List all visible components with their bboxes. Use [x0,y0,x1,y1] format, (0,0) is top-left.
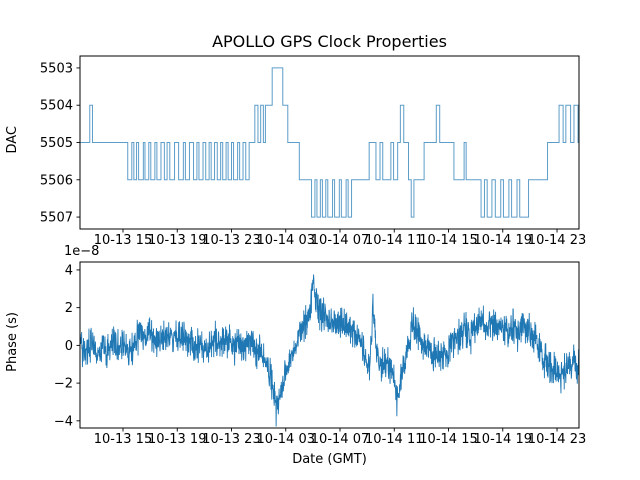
y-tick-label: −5507 [40,211,73,226]
axes-spines [79,261,580,429]
x-tick-label: 10-14 15 [419,432,477,447]
axes-spines [79,55,580,230]
y-tick-label: −5505 [40,136,73,151]
y-tick-label: 2 [65,301,73,316]
phase-offset-label: 1e−8 [64,244,100,259]
y-tick-label: 0 [65,339,73,354]
x-tick-label: 10-14 07 [311,432,369,447]
x-tick-label: 10-13 19 [148,432,206,447]
y-tick-label: −2 [54,377,73,392]
x-tick-label: 10-13 23 [202,233,260,248]
y-tick-label: −5503 [40,61,73,76]
x-tick-label: 10-14 11 [365,233,423,248]
x-tick-label: 10-14 19 [474,233,532,248]
x-tick-label: 10-14 03 [257,233,315,248]
x-tick-label: 10-13 23 [202,432,260,447]
y-tick-label: −5504 [40,99,73,114]
chart-title: APOLLO GPS Clock Properties [212,32,447,51]
x-tick-label: 10-14 23 [528,233,586,248]
x-tick-label: 10-14 23 [528,432,586,447]
x-axis-label: Date (GMT) [292,452,367,467]
phase-axis-label: Phase (s) [5,312,20,372]
x-tick-label: 10-13 19 [148,233,206,248]
x-tick-label: 10-14 03 [257,432,315,447]
phase-series-line [80,274,579,427]
y-tick-label: 4 [65,263,73,278]
x-tick-label: 10-13 15 [94,432,152,447]
x-tick-label: 10-13 15 [94,233,152,248]
dac-axis-label: DAC [5,126,20,154]
x-tick-label: 10-14 11 [365,432,423,447]
y-tick-label: −5506 [40,173,73,188]
dac-series-line [80,67,579,218]
x-tick-label: 10-14 19 [474,432,532,447]
x-tick-label: 10-14 07 [311,233,369,248]
x-tick-label: 10-14 15 [419,233,477,248]
y-tick-label: −4 [54,414,73,429]
